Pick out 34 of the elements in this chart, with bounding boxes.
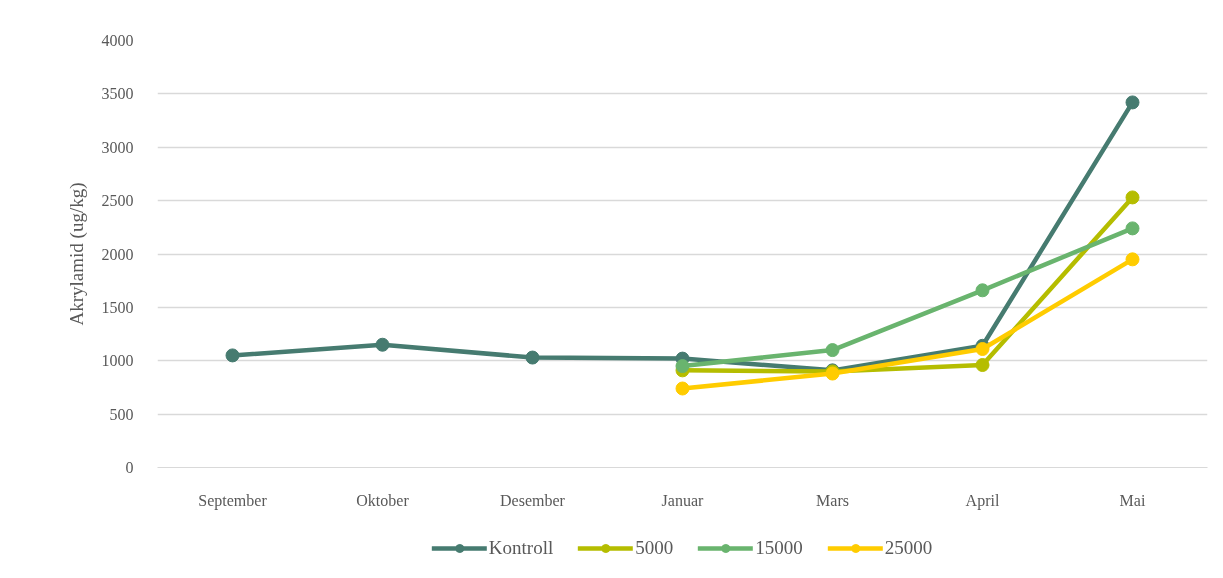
y-tick-label: 1000 — [101, 352, 134, 370]
y-tick-label: 2000 — [101, 245, 134, 263]
x-tick-label: Mars — [816, 491, 849, 509]
legend-label: 25000 — [884, 537, 933, 559]
point — [975, 358, 990, 373]
y-tick-label: 3000 — [101, 138, 134, 156]
y-tick-label: 3500 — [101, 85, 134, 103]
x-tick-label: Januar — [661, 491, 705, 509]
point — [1125, 190, 1140, 205]
legend-label: Kontroll — [488, 537, 554, 559]
point — [975, 342, 990, 356]
point — [825, 343, 840, 358]
point — [1125, 95, 1140, 110]
point — [675, 359, 690, 374]
x-tick-label: April — [965, 491, 1000, 510]
point — [1125, 252, 1140, 267]
point — [975, 283, 990, 298]
y-tick-label: 1500 — [101, 298, 134, 316]
point — [375, 337, 390, 352]
point — [525, 350, 540, 365]
point — [675, 381, 690, 396]
legend-label: 5000 — [635, 537, 674, 559]
y-tick-label: 2500 — [101, 192, 134, 210]
x-tick-label: Mai — [1119, 491, 1146, 509]
legend-label: 15000 — [755, 537, 803, 559]
y-tick-label: 500 — [109, 405, 134, 423]
x-tick-label: Oktober — [356, 491, 410, 509]
point — [225, 348, 240, 363]
y-axis-title: Akrylamid (ug/kg) — [65, 182, 88, 326]
point — [1125, 221, 1140, 236]
y-tick-label: 0 — [125, 459, 134, 476]
x-tick-label: Desember — [500, 491, 566, 509]
y-tick-label: 4000 — [101, 32, 134, 49]
x-tick-label: September — [198, 491, 268, 510]
